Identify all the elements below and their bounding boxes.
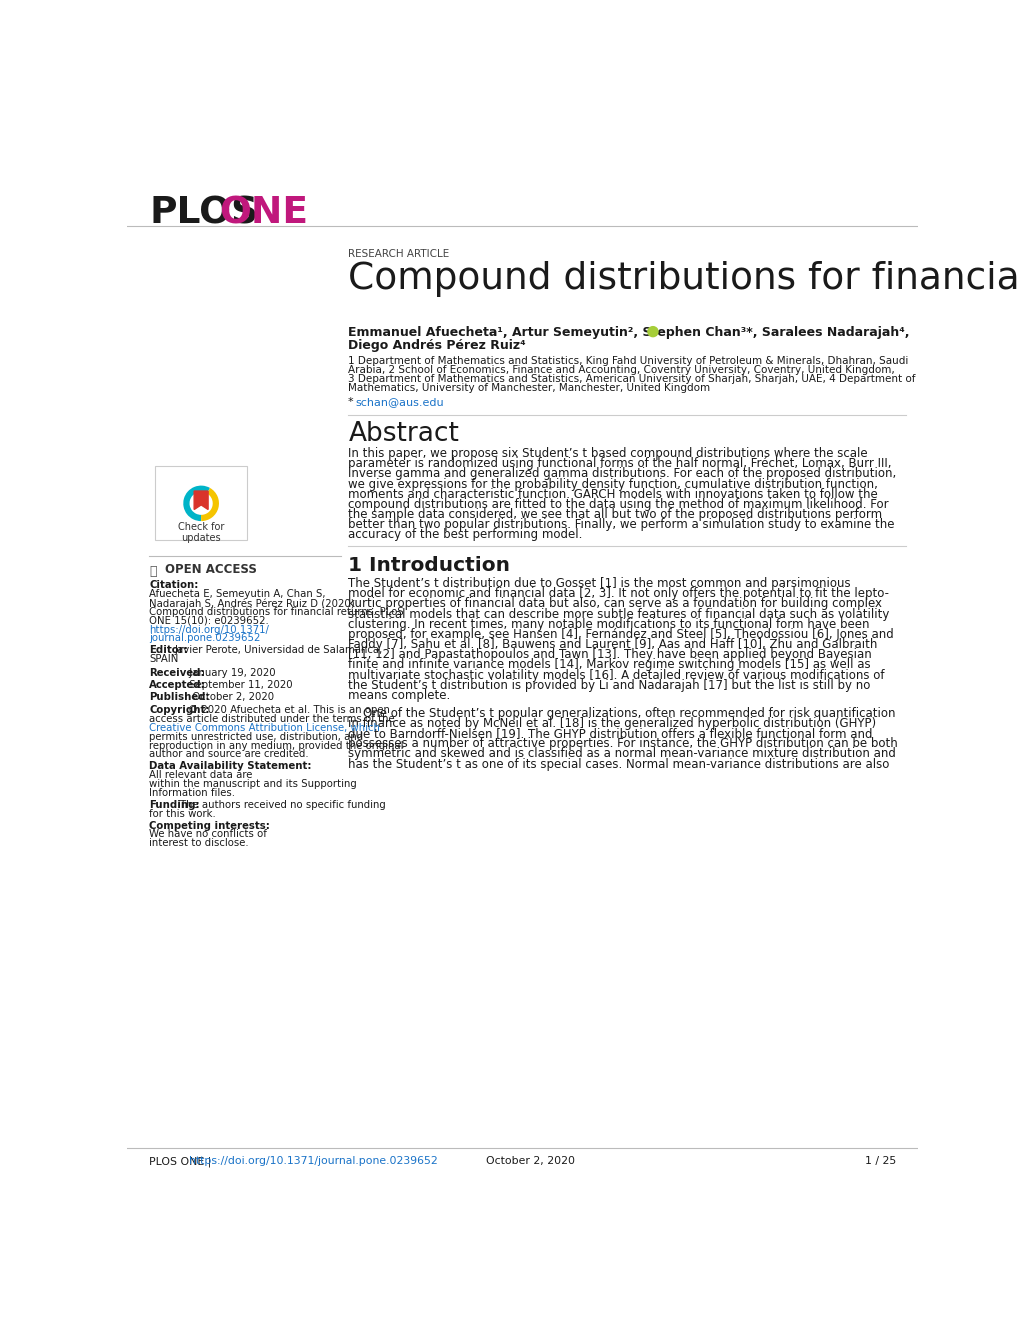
Text: within the manuscript and its Supporting: within the manuscript and its Supporting: [149, 779, 357, 789]
Text: Emmanuel Afuecheta¹, Artur Semeyutin², Stephen Chan³*, Saralees Nadarajah⁴,: Emmanuel Afuecheta¹, Artur Semeyutin², S…: [348, 326, 909, 339]
Text: Competing interests:: Competing interests:: [149, 821, 270, 830]
Text: inverse gamma and generalized gamma distributions. For each of the proposed dist: inverse gamma and generalized gamma dist…: [348, 467, 896, 480]
Text: https://doi.org/10.1371/journal.pone.0239652: https://doi.org/10.1371/journal.pone.023…: [190, 1156, 438, 1167]
Text: Data Availability Statement:: Data Availability Statement:: [149, 762, 312, 771]
Text: due to Barndorff-Nielsen [19]. The GHYP distribution offers a flexible functiona: due to Barndorff-Nielsen [19]. The GHYP …: [348, 727, 872, 741]
Text: October 2, 2020: October 2, 2020: [190, 692, 274, 702]
Text: we give expressions for the probability density function, cumulative distributio: we give expressions for the probability …: [348, 478, 877, 491]
Text: October 2, 2020: October 2, 2020: [485, 1156, 575, 1167]
Text: proposed, for example, see Hansen [4], Fernández and Steel [5], Theodossiou [6],: proposed, for example, see Hansen [4], F…: [348, 628, 894, 642]
Text: The authors received no specific funding: The authors received no specific funding: [180, 800, 385, 809]
Text: clustering. In recent times, many notable modifications to its functional form h: clustering. In recent times, many notabl…: [348, 618, 869, 631]
Text: In this paper, we propose six Student’s t based compound distributions where the: In this paper, we propose six Student’s …: [348, 447, 867, 461]
Text: 1 Department of Mathematics and Statistics, King Fahd University of Petroleum & : 1 Department of Mathematics and Statisti…: [348, 355, 908, 366]
Text: model for economic and financial data [2, 3]. It not only offers the potential t: model for economic and financial data [2…: [348, 587, 889, 601]
Text: PLOS ONE |: PLOS ONE |: [149, 1156, 215, 1167]
Text: January 19, 2020: January 19, 2020: [186, 668, 276, 677]
Text: statistical models that can describe more subtle features of financial data such: statistical models that can describe mor…: [348, 607, 889, 620]
Text: Information files.: Information files.: [149, 788, 235, 797]
Text: journal.pone.0239652: journal.pone.0239652: [149, 634, 260, 643]
Text: SPAIN: SPAIN: [149, 655, 178, 664]
Text: One of the Student’s t popular generalizations, often recommended for risk quant: One of the Student’s t popular generaliz…: [348, 706, 895, 719]
Text: kurtic properties of financial data but also, can serve as a foundation for buil: kurtic properties of financial data but …: [348, 598, 881, 610]
Text: in finance as noted by McNeil et al. [18] is the generalized hyperbolic distribu: in finance as noted by McNeil et al. [18…: [348, 717, 875, 730]
Text: Accepted:: Accepted:: [149, 680, 206, 689]
Text: 🔓: 🔓: [149, 565, 157, 578]
Text: parameter is randomized using functional forms of the half normal, Fréchet, Loma: parameter is randomized using functional…: [348, 457, 891, 470]
FancyBboxPatch shape: [155, 466, 247, 540]
Text: *: *: [348, 397, 357, 407]
Text: accuracy of the best performing model.: accuracy of the best performing model.: [348, 528, 582, 541]
Text: access article distributed under the terms of the: access article distributed under the ter…: [149, 714, 394, 723]
Text: Citation:: Citation:: [149, 581, 199, 590]
Text: multivariate stochastic volatility models [16]. A detailed review of various mod: multivariate stochastic volatility model…: [348, 669, 884, 681]
Text: Compound distributions for financial returns. PLoS: Compound distributions for financial ret…: [149, 607, 404, 616]
Text: moments and characteristic function. GARCH models with innovations taken to foll: moments and characteristic function. GAR…: [348, 488, 877, 500]
Text: Mathematics, University of Manchester, Manchester, United Kingdom: Mathematics, University of Manchester, M…: [348, 383, 710, 393]
Text: Copyright:: Copyright:: [149, 705, 210, 715]
Text: OPEN ACCESS: OPEN ACCESS: [164, 564, 257, 577]
Text: RESEARCH ARTICLE: RESEARCH ARTICLE: [348, 249, 449, 259]
Text: We have no conflicts of: We have no conflicts of: [149, 829, 267, 840]
Text: schan@aus.edu: schan@aus.edu: [355, 397, 443, 407]
Text: Afuecheta E, Semeyutin A, Chan S,: Afuecheta E, Semeyutin A, Chan S,: [149, 589, 325, 599]
Text: the sample data considered, we see that all but two of the proposed distribution: the sample data considered, we see that …: [348, 508, 881, 521]
Text: 3 Department of Mathematics and Statistics, American University of Sharjah, Shar: 3 Department of Mathematics and Statisti…: [348, 374, 915, 384]
Text: The Student’s t distribution due to Gosset [1] is the most common and parsimonio: The Student’s t distribution due to Goss…: [348, 577, 850, 590]
Text: Arabia, 2 School of Economics, Finance and Accounting, Coventry University, Cove: Arabia, 2 School of Economics, Finance a…: [348, 364, 895, 375]
Text: author and source are credited.: author and source are credited.: [149, 750, 309, 759]
Text: reproduction in any medium, provided the original: reproduction in any medium, provided the…: [149, 741, 404, 751]
Polygon shape: [194, 491, 208, 510]
Text: Diego Andrés Pérez Ruiz⁴: Diego Andrés Pérez Ruiz⁴: [348, 339, 526, 352]
Text: 1 Introduction: 1 Introduction: [348, 556, 510, 574]
Circle shape: [647, 326, 657, 337]
Text: Received:: Received:: [149, 668, 205, 677]
Text: Editor:: Editor:: [149, 645, 187, 656]
Text: finite and infinite variance models [14], Markov regime switching models [15] as: finite and infinite variance models [14]…: [348, 659, 870, 672]
Text: Compound distributions for financial returns: Compound distributions for financial ret…: [348, 261, 1019, 297]
Text: Funding:: Funding:: [149, 800, 200, 809]
Text: possesses a number of attractive properties. For instance, the GHYP distribution: possesses a number of attractive propert…: [348, 738, 898, 750]
Text: [11, 12] and Papastathopoulos and Tawn [13]. They have been applied beyond Bayes: [11, 12] and Papastathopoulos and Tawn […: [348, 648, 871, 661]
Text: symmetric and skewed and is classified as a normal mean-variance mixture distrib: symmetric and skewed and is classified a…: [348, 747, 896, 760]
Text: iD: iD: [649, 329, 656, 334]
Text: the Student’s t distribution is provided by Li and Nadarajah [17] but the list i: the Student’s t distribution is provided…: [348, 678, 870, 692]
Text: means complete.: means complete.: [348, 689, 450, 702]
Text: Nadarajah S, Andrés Pérez Ruiz D (2020): Nadarajah S, Andrés Pérez Ruiz D (2020): [149, 598, 355, 609]
Text: Abstract: Abstract: [348, 421, 459, 447]
Text: PLOS: PLOS: [149, 195, 258, 231]
Text: ONE: ONE: [219, 195, 308, 231]
Text: Creative Commons Attribution License, which: Creative Commons Attribution License, wh…: [149, 723, 380, 733]
Text: permits unrestricted use, distribution, and: permits unrestricted use, distribution, …: [149, 731, 363, 742]
Text: ONE 15(10): e0239652.: ONE 15(10): e0239652.: [149, 615, 269, 626]
Text: 1 / 25: 1 / 25: [864, 1156, 896, 1167]
Text: Published:: Published:: [149, 692, 210, 702]
Text: © 2020 Afuecheta et al. This is an open: © 2020 Afuecheta et al. This is an open: [187, 705, 389, 715]
Text: All relevant data are: All relevant data are: [149, 770, 253, 780]
Text: https://doi.org/10.1371/: https://doi.org/10.1371/: [149, 624, 269, 635]
Text: has the Student’s t as one of its special cases. Normal mean-variance distributi: has the Student’s t as one of its specia…: [348, 758, 889, 771]
Text: for this work.: for this work.: [149, 809, 216, 818]
Text: better than two popular distributions. Finally, we perform a simulation study to: better than two popular distributions. F…: [348, 519, 894, 531]
Text: Javier Perote, Universidad de Salamanca,: Javier Perote, Universidad de Salamanca,: [174, 645, 383, 656]
Text: Faddy [7], Sahu et al. [8], Bauwens and Laurent [9], Aas and Haff [10], Zhu and : Faddy [7], Sahu et al. [8], Bauwens and …: [348, 638, 877, 651]
Text: interest to disclose.: interest to disclose.: [149, 838, 249, 849]
Text: compound distributions are fitted to the data using the method of maximum likeli: compound distributions are fitted to the…: [348, 498, 889, 511]
Text: September 11, 2020: September 11, 2020: [186, 680, 292, 689]
Text: Check for
updates: Check for updates: [177, 521, 224, 544]
